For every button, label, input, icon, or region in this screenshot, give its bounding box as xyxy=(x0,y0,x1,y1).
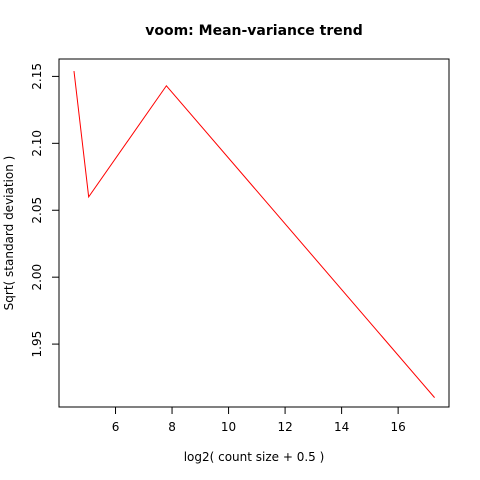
x-axis: 6 8 10 12 14 16 xyxy=(112,407,406,434)
chart-title: voom: Mean-variance trend xyxy=(145,23,363,39)
y-axis: 1.95 2.00 2.05 2.10 2.15 xyxy=(30,63,59,357)
y-tick-label-2.15: 2.15 xyxy=(30,63,44,90)
x-tick-label-14: 14 xyxy=(334,420,349,434)
y-tick-label-1.95: 1.95 xyxy=(30,331,44,358)
series-line-0 xyxy=(73,70,435,398)
x-tick-label-6: 6 xyxy=(112,420,120,434)
x-axis-label: log2( count size + 0.5 ) xyxy=(184,450,325,464)
x-tick-label-12: 12 xyxy=(277,420,292,434)
y-tick-label-2.10: 2.10 xyxy=(30,130,44,157)
plot-frame xyxy=(58,58,450,408)
x-tick-label-10: 10 xyxy=(221,420,236,434)
y-axis-label: Sqrt( standard deviation ) xyxy=(2,156,16,311)
y-tick-label-2.00: 2.00 xyxy=(30,264,44,291)
x-tick-label-8: 8 xyxy=(168,420,176,434)
x-tick-label-16: 16 xyxy=(390,420,405,434)
series-layer xyxy=(73,70,435,398)
y-tick-label-2.05: 2.05 xyxy=(30,197,44,224)
